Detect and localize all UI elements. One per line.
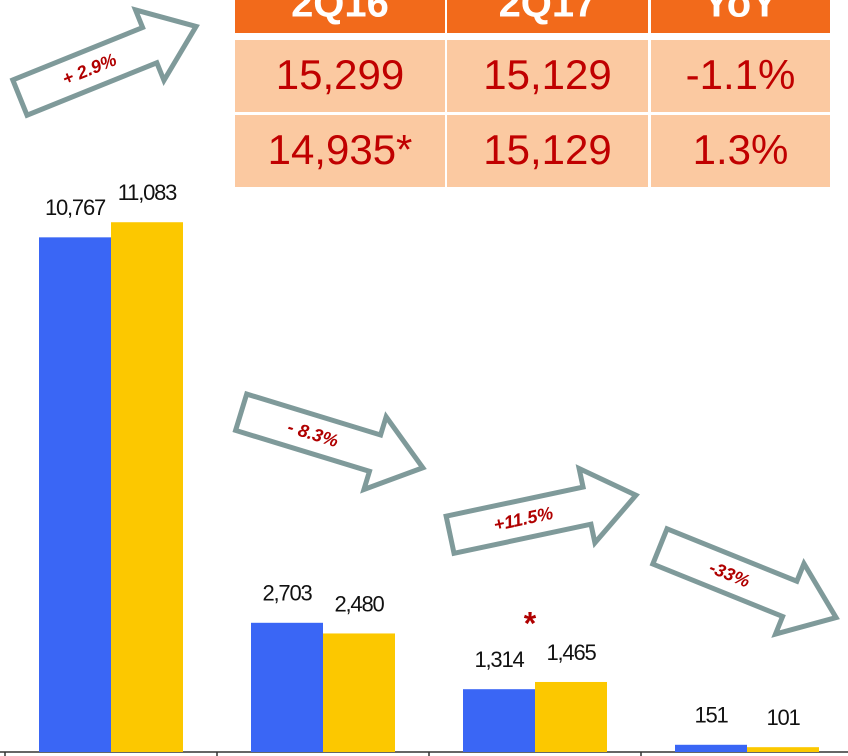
table-cell xyxy=(447,40,648,112)
table-cell xyxy=(235,40,445,112)
table-text: -1.1% xyxy=(686,51,796,98)
table-header-cell xyxy=(651,0,830,33)
table-text: 1.3% xyxy=(693,126,789,173)
arrow: + 2.9% xyxy=(9,6,200,119)
table-header: 2Q17 xyxy=(499,0,597,26)
bar xyxy=(535,681,607,752)
value-label: 151 xyxy=(694,703,728,728)
value-label: 2,480 xyxy=(334,591,384,616)
bar xyxy=(251,622,323,752)
value-label: 1,314 xyxy=(474,647,524,672)
table-header: 2Q16 xyxy=(291,0,389,26)
table-text: 15,129 xyxy=(483,51,611,98)
arrow-shape xyxy=(649,525,840,638)
value-label: 1,465 xyxy=(546,640,596,665)
table-header-cell xyxy=(447,0,648,33)
bar xyxy=(675,744,747,752)
table-text: 15,129 xyxy=(483,126,611,173)
bar xyxy=(463,689,535,752)
arrow-shape xyxy=(232,390,427,494)
arrow-shape xyxy=(9,6,200,119)
table-cell xyxy=(235,115,445,187)
value-label: 11,083 xyxy=(118,180,177,205)
arrow: +11.5% xyxy=(443,464,640,557)
table-text: 14,935* xyxy=(268,126,413,173)
value-label: 10,767 xyxy=(45,195,106,220)
bar xyxy=(39,237,111,752)
bar xyxy=(747,747,819,752)
arrow: -33% xyxy=(649,525,840,638)
table-text: 15,299 xyxy=(276,51,404,98)
table-header: YoY xyxy=(703,0,778,26)
table-cell xyxy=(447,115,648,187)
value-label: 2,703 xyxy=(262,581,312,606)
value-label: 101 xyxy=(766,705,800,730)
table-cell xyxy=(651,40,830,112)
table-cell xyxy=(651,115,830,187)
annotation: * xyxy=(524,605,537,641)
arrow: - 8.3% xyxy=(232,390,427,494)
bar xyxy=(323,633,395,752)
bar xyxy=(111,222,183,752)
table-header-cell xyxy=(235,0,445,33)
arrow-shape xyxy=(443,464,640,557)
